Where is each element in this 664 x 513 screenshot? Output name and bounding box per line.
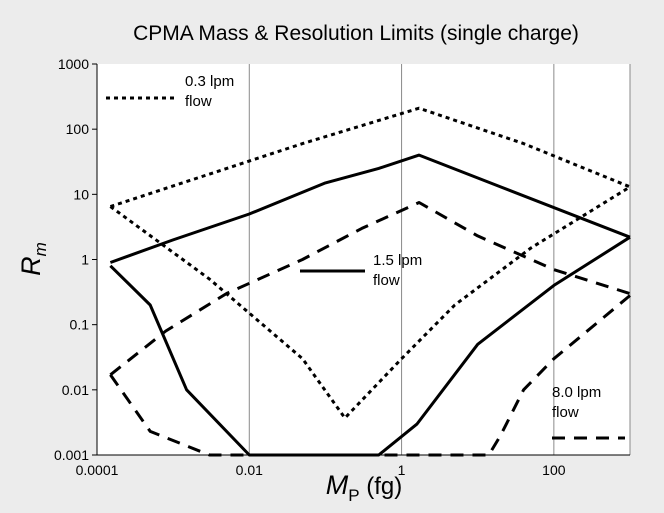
x-tick-group: 0.0001 0.01 1 100 (76, 462, 566, 478)
y-tick-group: 0.001 0.01 0.1 1 10 100 1000 (54, 56, 97, 463)
series-f03-line-2 (109, 185, 631, 420)
y-axis-label: Rm (16, 242, 50, 276)
legend-label-f80: 8.0 lpm flow (552, 384, 601, 421)
y-tick-label: 0.001 (54, 447, 89, 463)
y-axis-label-sub: m (31, 242, 50, 256)
y-tick-label: 1 (81, 252, 89, 268)
legend-label-line: 1.5 lpm (373, 252, 422, 269)
legend-label-f15: 1.5 lpm flow (373, 252, 422, 289)
x-tick-label: 0.01 (236, 462, 263, 478)
legend-label-f03: 0.3 lpm flow (185, 73, 234, 110)
y-tick-label: 0.01 (62, 382, 89, 398)
plot-area (97, 64, 630, 455)
y-axis-label-main: R (16, 256, 46, 276)
x-axis-label-sub: P (348, 486, 359, 505)
legend-label-line: flow (185, 93, 212, 110)
x-axis-label-main: M (326, 470, 349, 500)
series-f03-line-1 (109, 106, 631, 208)
y-tick-label: 100 (66, 121, 90, 137)
x-axis-label-rest: (fg) (360, 473, 403, 500)
legend-label-line: 8.0 lpm (552, 384, 601, 401)
x-axis-label: MP (fg) (326, 470, 403, 505)
series-f15-line-1 (109, 153, 631, 264)
chart-title: CPMA Mass & Resolution Limits (single ch… (133, 22, 579, 45)
y-tick-label: 0.1 (70, 317, 90, 333)
x-tick-label: 1 (398, 462, 406, 478)
y-tick-label: 1000 (58, 56, 89, 72)
legend-label-line: flow (552, 404, 579, 421)
legend-group: 0.3 lpm flow 1.5 lpm flow 8.0 lpm flow (106, 73, 625, 440)
y-tick-label: 10 (73, 186, 89, 202)
series-f80-line-1 (109, 201, 631, 376)
gridlines (248, 64, 631, 455)
series-f80-line-2 (109, 294, 631, 457)
x-tick-label: 0.0001 (76, 462, 119, 478)
legend-label-line: flow (373, 272, 400, 289)
x-tick-label: 100 (542, 462, 566, 478)
series-f80 (109, 201, 631, 457)
series-f03 (109, 106, 631, 420)
legend-label-line: 0.3 lpm (185, 73, 234, 90)
